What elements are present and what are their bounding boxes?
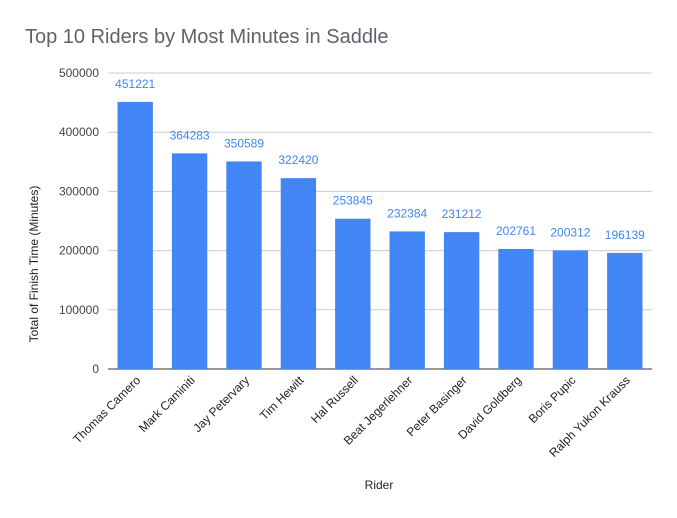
y-tick-label: 200000 (59, 244, 99, 258)
y-tick-label: 300000 (59, 184, 99, 198)
data-label: 350589 (224, 136, 264, 150)
bar (498, 248, 534, 369)
bars (117, 101, 643, 369)
bar (280, 178, 317, 369)
bar (117, 101, 153, 369)
x-tick-label: Thomas Camero (70, 373, 143, 446)
x-tick-label: Tim Hewitt (257, 373, 307, 423)
data-label: 451221 (115, 77, 155, 91)
data-label: 364283 (170, 128, 210, 142)
data-label: 202761 (496, 224, 536, 238)
chart-title: Top 10 Riders by Most Minutes in Saddle (25, 26, 389, 48)
x-tick-label: Boris Pupic (526, 373, 579, 426)
x-axis-label: Rider (365, 478, 394, 492)
data-labels: 451221 364283 350589 322420 253845 232384 2312… (115, 77, 645, 242)
y-axis-label: Total of Finish Time (Minutes) (27, 186, 41, 343)
bar (552, 250, 589, 369)
bar (389, 231, 425, 369)
bar (335, 218, 371, 369)
data-label: 231212 (442, 207, 482, 221)
data-label: 196139 (605, 228, 645, 242)
bar (226, 161, 262, 369)
y-tick-label: 100000 (59, 303, 99, 317)
y-tick-label: 400000 (59, 125, 99, 139)
bar (171, 153, 208, 369)
data-label: 200312 (550, 225, 590, 239)
y-tick-label: 500000 (59, 66, 99, 80)
bar (443, 232, 480, 369)
x-tick-label: Mark Caminiti (136, 373, 198, 435)
bar (607, 252, 643, 369)
y-axis-ticks: 0 100000 200000 300000 400000 500000 (59, 66, 99, 376)
data-label: 232384 (387, 206, 427, 220)
y-tick-label: 0 (92, 362, 99, 376)
x-tick-label: Jay Petervary (190, 373, 252, 435)
data-label: 253845 (333, 194, 373, 208)
x-tick-label: Hal Russell (308, 373, 361, 426)
data-label: 322420 (278, 153, 318, 167)
